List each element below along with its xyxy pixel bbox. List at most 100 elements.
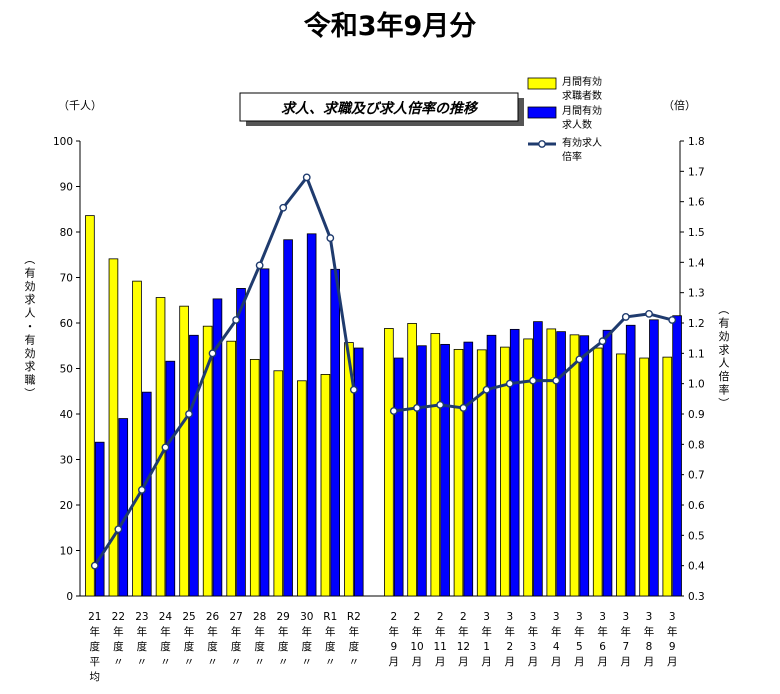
category-label: 度 bbox=[160, 640, 171, 653]
category-label: 年 bbox=[231, 625, 242, 638]
seekers-bar bbox=[453, 348, 464, 597]
seekers-bar bbox=[320, 374, 331, 597]
right-tick-label: 1.3 bbox=[688, 288, 705, 300]
left-axis-title-char: 効 bbox=[25, 279, 36, 293]
ratio-point bbox=[505, 379, 514, 388]
right-tick-label: 1.2 bbox=[688, 318, 705, 330]
category-label: 年 bbox=[597, 625, 608, 638]
category-label: 2 bbox=[460, 611, 467, 623]
category-label: 月 bbox=[481, 656, 492, 668]
category-label: 年 bbox=[412, 625, 423, 638]
openings-bar bbox=[486, 334, 497, 597]
seekers-bar bbox=[249, 358, 260, 597]
category-label: 9 bbox=[390, 641, 397, 653]
category-label: 3 bbox=[622, 611, 629, 623]
left-tick-label: 50 bbox=[60, 364, 73, 376]
category-label: 月 bbox=[389, 656, 400, 668]
right-tick-label: 1.6 bbox=[688, 197, 705, 209]
left-axis-unit: （千人） bbox=[58, 99, 102, 112]
openings-bar bbox=[417, 345, 427, 597]
category-label: 年 bbox=[667, 625, 678, 638]
category-label: 月 bbox=[574, 656, 585, 668]
left-axis-title-char: 職 bbox=[25, 374, 36, 387]
category-label: 26 bbox=[206, 611, 220, 623]
right-axis-title-char: 人 bbox=[719, 357, 730, 370]
openings-bar bbox=[463, 341, 474, 597]
legend-label-seekers: 月間有効 bbox=[562, 75, 602, 88]
right-axis-title-char: 率 bbox=[719, 383, 730, 397]
ratio-point bbox=[349, 385, 358, 394]
category-label: 2 bbox=[437, 611, 444, 623]
right-tick-label: 0.3 bbox=[688, 591, 705, 603]
seekers-bar bbox=[132, 280, 142, 597]
seekers-bar bbox=[226, 340, 237, 597]
legend-label-seekers: 求職者数 bbox=[562, 89, 602, 102]
category-label: 月 bbox=[412, 656, 423, 668]
right-tick-label: 0.4 bbox=[688, 561, 705, 573]
ratio-point bbox=[208, 349, 217, 358]
category-label: 月 bbox=[597, 656, 608, 668]
right-tick-label: 0.8 bbox=[688, 439, 705, 451]
left-axis-title-char: 人 bbox=[25, 307, 36, 320]
legend-seekers-swatch bbox=[527, 77, 557, 90]
bars-layer bbox=[85, 215, 682, 597]
legend-label-openings: 月間有効 bbox=[562, 104, 602, 117]
category-label: 〃 bbox=[349, 656, 360, 668]
category-label: 年 bbox=[207, 625, 218, 638]
category-label: 年 bbox=[481, 625, 492, 638]
category-label: 平 bbox=[90, 656, 101, 668]
category-label: 〃 bbox=[184, 656, 195, 668]
seekers-bar bbox=[202, 325, 213, 597]
openings-bar bbox=[672, 315, 682, 597]
category-label: 月 bbox=[667, 656, 678, 668]
category-label: 〃 bbox=[160, 656, 171, 668]
right-tick-label: 0.6 bbox=[688, 500, 705, 512]
category-label: 年 bbox=[435, 625, 446, 638]
openings-bar bbox=[509, 328, 520, 597]
category-label: 23 bbox=[135, 611, 148, 623]
page-title: 令和3年9月分 bbox=[303, 11, 477, 42]
category-label: 年 bbox=[458, 625, 469, 638]
category-label: 年 bbox=[505, 625, 516, 638]
openings-bar bbox=[393, 357, 404, 597]
category-label: 年 bbox=[349, 625, 360, 638]
ratio-point bbox=[552, 376, 561, 385]
right-tick-label: 0.5 bbox=[688, 530, 705, 542]
category-label: 月 bbox=[551, 656, 562, 668]
openings-bar bbox=[649, 319, 659, 597]
category-label: 度 bbox=[254, 640, 265, 653]
category-label: 4 bbox=[553, 641, 560, 653]
category-label: 3 bbox=[646, 611, 653, 623]
left-tick-label: 40 bbox=[60, 409, 73, 421]
category-label: 5 bbox=[576, 641, 583, 653]
chart-title-frame bbox=[239, 92, 519, 122]
category-label: 28 bbox=[253, 611, 266, 623]
seekers-bar bbox=[476, 349, 487, 597]
right-axis-title-char: 有 bbox=[719, 316, 730, 330]
ratio-point bbox=[114, 525, 123, 534]
category-label: 21 bbox=[88, 611, 101, 623]
ratio-point bbox=[598, 337, 607, 346]
category-label: 3 bbox=[506, 611, 513, 623]
category-label: 年 bbox=[528, 625, 539, 638]
category-label: 10 bbox=[410, 641, 423, 653]
ratio-point bbox=[302, 173, 311, 182]
category-label: 3 bbox=[553, 611, 560, 623]
openings-bar bbox=[141, 391, 152, 597]
category-label: 3 bbox=[576, 611, 583, 623]
category-label: 年 bbox=[184, 625, 195, 638]
category-label: 〃 bbox=[325, 656, 336, 668]
seekers-bar bbox=[344, 342, 354, 597]
openings-bar bbox=[259, 268, 270, 597]
category-label: R1 bbox=[323, 611, 337, 623]
left-tick-label: 100 bbox=[53, 136, 73, 148]
ratio-point bbox=[232, 316, 241, 324]
category-label: 〃 bbox=[231, 656, 242, 668]
category-label: 度 bbox=[113, 640, 124, 653]
left-tick-label: 30 bbox=[60, 455, 73, 467]
category-label: 30 bbox=[300, 611, 313, 623]
left-axis-title-char: 有 bbox=[25, 332, 36, 346]
right-axis-title-char: 求 bbox=[719, 343, 730, 356]
category-label: 24 bbox=[159, 611, 173, 623]
ratio-point bbox=[668, 316, 677, 324]
